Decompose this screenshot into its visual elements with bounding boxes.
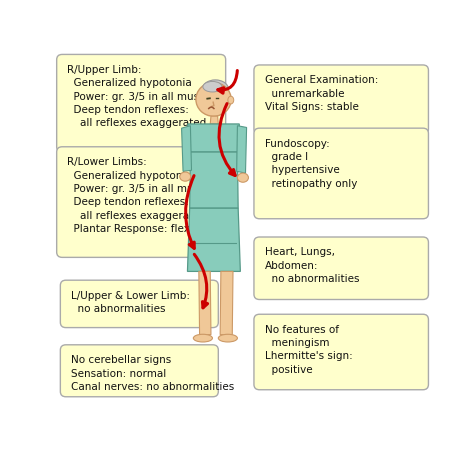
FancyBboxPatch shape (254, 66, 428, 135)
FancyBboxPatch shape (57, 56, 226, 153)
FancyArrowPatch shape (218, 71, 237, 94)
Polygon shape (220, 272, 233, 335)
FancyBboxPatch shape (254, 129, 428, 219)
Text: R/Upper Limb:
  Generalized hypotonia
  Power: gr. 3/5 in all muscles
  Deep ten: R/Upper Limb: Generalized hypotonia Powe… (67, 65, 220, 128)
Polygon shape (199, 272, 211, 335)
Text: General Examination:
  unremarkable
Vital Signs: stable: General Examination: unremarkable Vital … (264, 75, 378, 112)
Polygon shape (187, 125, 240, 153)
Polygon shape (237, 126, 246, 174)
Text: No features of
  meningism
Lhermitte's sign:
  positive: No features of meningism Lhermitte's sig… (264, 324, 352, 374)
Ellipse shape (228, 97, 234, 105)
FancyBboxPatch shape (254, 314, 428, 390)
Ellipse shape (193, 334, 212, 342)
Text: R/Lower Limbs:
  Generalized hypotonia
  Power: gr. 3/5 in all muscles
  Deep te: R/Lower Limbs: Generalized hypotonia Pow… (67, 157, 220, 233)
Ellipse shape (219, 334, 237, 342)
Polygon shape (190, 153, 238, 209)
FancyBboxPatch shape (60, 345, 219, 397)
Ellipse shape (203, 82, 222, 93)
Polygon shape (210, 117, 219, 125)
FancyArrowPatch shape (194, 255, 208, 308)
Circle shape (196, 83, 231, 117)
Polygon shape (182, 126, 191, 172)
Ellipse shape (180, 172, 191, 182)
FancyArrowPatch shape (219, 104, 235, 176)
Ellipse shape (237, 174, 248, 183)
FancyBboxPatch shape (60, 281, 219, 328)
Text: Heart, Lungs,
Abdomen:
  no abnormalities: Heart, Lungs, Abdomen: no abnormalities (264, 247, 359, 283)
FancyBboxPatch shape (254, 238, 428, 300)
FancyArrowPatch shape (186, 176, 194, 249)
Text: L/Upper & Lower Limb:
  no abnormalities: L/Upper & Lower Limb: no abnormalities (71, 290, 190, 313)
FancyBboxPatch shape (57, 147, 226, 258)
Polygon shape (187, 209, 240, 272)
Text: No cerebellar signs
Sensation: normal
Canal nerves: no abnormalities: No cerebellar signs Sensation: normal Ca… (71, 354, 234, 391)
Text: Fundoscopy:
  grade I
  hypertensive
  retinopathy only: Fundoscopy: grade I hypertensive retinop… (264, 138, 357, 188)
Ellipse shape (202, 81, 228, 100)
